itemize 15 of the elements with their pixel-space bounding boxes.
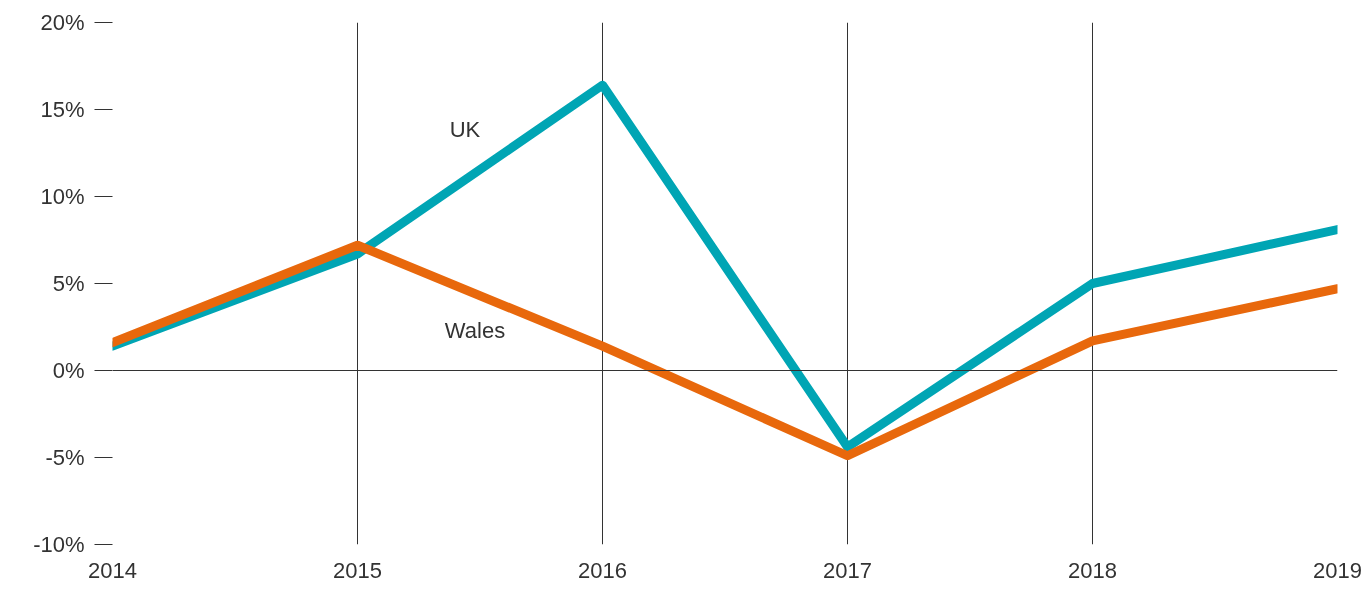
y-tick-label: 20% xyxy=(40,10,85,35)
x-tick-label: 2015 xyxy=(333,557,382,583)
y-tick-label: -10% xyxy=(33,532,85,557)
y-tick-label: 10% xyxy=(40,184,85,209)
series-label: Wales xyxy=(444,317,506,343)
x-tick-label: 2019 xyxy=(1313,557,1362,583)
y-tick-label: 15% xyxy=(40,97,85,122)
x-tick-label: 2017 xyxy=(823,557,872,583)
y-tick-label: 5% xyxy=(52,271,85,296)
series-label: UK xyxy=(449,116,481,142)
x-tick-label: 2014 xyxy=(88,557,137,583)
y-tick-label: 0% xyxy=(52,358,85,383)
x-tick-label: 2016 xyxy=(578,557,627,583)
x-tick-label: 2018 xyxy=(1068,557,1117,583)
y-tick-label: -5% xyxy=(45,445,85,470)
